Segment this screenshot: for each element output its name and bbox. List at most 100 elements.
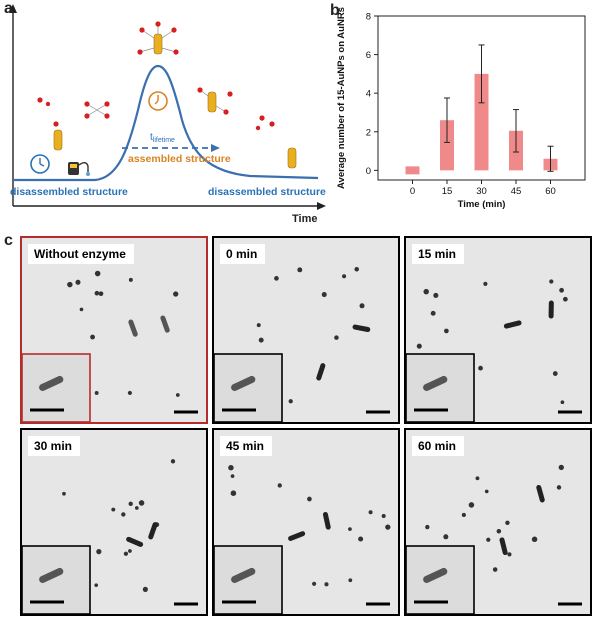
tem-micrograph	[22, 459, 198, 614]
x-tick-label: 45	[511, 186, 522, 197]
nanoparticle	[461, 512, 466, 518]
nanoparticle	[354, 266, 359, 272]
assembled-structure-label: assembled structure	[128, 153, 231, 165]
schematic-panel: Time tlifetime assembled structure disas…	[9, 4, 326, 225]
disassembled-left-label: disassembled structure	[10, 186, 128, 198]
nanoparticle	[230, 474, 235, 478]
nanoparticle-cluster-right	[255, 115, 275, 131]
nanoparticle	[507, 552, 512, 557]
nanoparticle	[381, 514, 386, 519]
nanoparticle	[385, 524, 391, 530]
nanoparticle	[67, 281, 73, 288]
inset	[214, 545, 283, 614]
nanoparticle	[62, 491, 66, 496]
tem-panel-label: Without enzyme	[28, 244, 134, 264]
tem-panel-5: 60 min	[404, 428, 592, 616]
inset-frame	[22, 545, 91, 614]
y-tick-label: 4	[366, 89, 371, 100]
nanoparticle	[562, 296, 568, 302]
inset-frame	[22, 353, 91, 422]
lifetime-label: tlifetime	[150, 132, 175, 144]
nanoparticle	[307, 496, 312, 502]
nanoparticle	[348, 578, 353, 583]
bar-15	[440, 120, 454, 171]
nanoparticle	[348, 527, 352, 531]
nanoparticle	[75, 279, 81, 285]
nanorod-far-right	[287, 147, 297, 169]
tem-panel-1: 0 min	[212, 236, 400, 424]
nanoparticle	[175, 393, 180, 397]
nanoparticle	[443, 534, 449, 540]
inset	[214, 353, 283, 422]
nanoparticle	[475, 476, 480, 481]
tem-micrograph	[22, 270, 198, 422]
inset-nanorod	[39, 375, 64, 391]
nanoparticle	[531, 536, 538, 543]
bar-chart: 0 2 4 6 8 0 15 30 45 60 Average number of 15-AuNP…	[336, 7, 586, 210]
nanoparticle	[433, 292, 439, 298]
y-tick-label: 0	[366, 166, 371, 177]
tem-panel-0: Without enzyme	[20, 236, 208, 424]
nanorod-right	[197, 87, 233, 115]
nanoparticle	[559, 287, 564, 293]
nanorod	[352, 324, 371, 333]
panel-label-a: a	[4, 0, 13, 17]
inset-nanorod	[423, 375, 448, 391]
tem-panel-2: 15 min	[404, 236, 592, 424]
nanoparticle	[416, 343, 422, 349]
nanoparticle	[94, 290, 100, 296]
nanoparticle	[258, 337, 264, 343]
panel-label-c: c	[4, 232, 13, 249]
nanorod	[148, 522, 158, 540]
nanoparticle	[483, 281, 488, 286]
nanoparticle	[138, 500, 145, 506]
schematic-y-arrow	[9, 4, 17, 13]
nanoparticle	[123, 551, 129, 556]
nanoparticle	[230, 490, 237, 496]
nanoparticle	[468, 502, 475, 508]
nanoparticle-cluster-left	[84, 101, 110, 119]
tem-panel-label: 15 min	[412, 244, 465, 264]
nanorod	[316, 363, 326, 381]
schematic-x-label: Time	[292, 213, 317, 225]
nanoparticle	[173, 291, 179, 297]
nanoparticle	[288, 399, 293, 404]
inset	[406, 545, 475, 614]
nanoparticle	[94, 583, 99, 587]
x-tick-label: 30	[476, 186, 487, 197]
nanoparticle	[359, 303, 365, 309]
inset-frame	[214, 545, 283, 614]
nanoparticle	[228, 464, 234, 471]
nanoparticle	[94, 270, 101, 277]
nanoparticle	[321, 292, 327, 298]
nanoparticle	[478, 365, 483, 371]
inset	[22, 545, 91, 614]
fuel-pump-icon	[68, 162, 90, 176]
tem-panel-label: 45 min	[220, 436, 273, 456]
nanoparticle	[128, 549, 132, 553]
y-tick-label: 8	[366, 12, 371, 23]
nanoparticle	[423, 288, 429, 295]
y-tick-label: 2	[366, 127, 371, 138]
tem-micrograph	[214, 464, 391, 614]
nanoparticle-cluster-small	[37, 97, 51, 107]
panel-label-b: b	[330, 2, 340, 19]
nanoparticle	[111, 507, 116, 512]
nanoparticle	[274, 276, 279, 281]
tem-panel-label: 30 min	[28, 436, 81, 456]
nanoparticle	[128, 501, 133, 507]
nanorod	[536, 484, 545, 503]
nanoparticle	[96, 549, 102, 555]
nanorod	[126, 536, 144, 547]
nanoparticle	[425, 524, 430, 530]
nanorod-left	[53, 121, 63, 151]
inset-nanorod	[231, 375, 256, 391]
y-tick-label: 6	[366, 50, 371, 61]
nanoparticle	[256, 323, 261, 328]
inset-nanorod	[231, 567, 256, 583]
nanoparticle	[134, 506, 139, 510]
nanorod	[548, 300, 554, 319]
bar-0	[405, 166, 420, 175]
nanoparticle	[484, 489, 489, 494]
nanoparticle	[312, 581, 317, 586]
